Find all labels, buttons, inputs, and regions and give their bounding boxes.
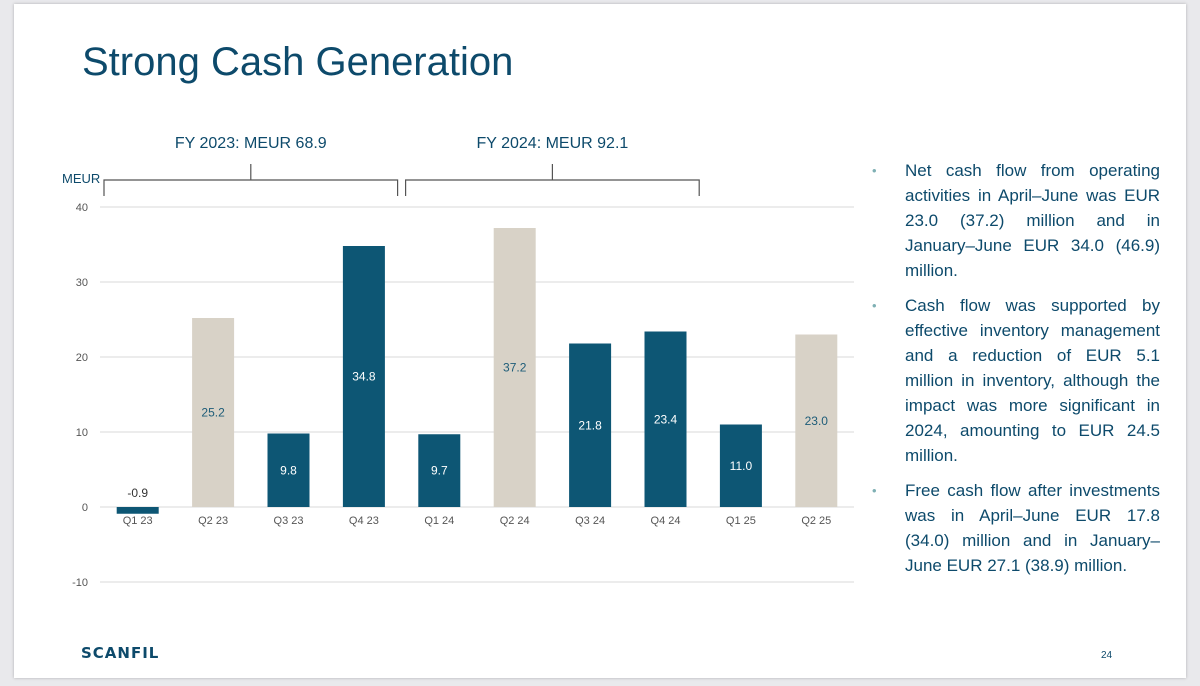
bullet-text: Cash flow was supported by effective inv… <box>905 296 1160 465</box>
data-label: 9.8 <box>280 463 297 477</box>
bullet-item: • Free cash flow after investments was in… <box>872 478 1160 578</box>
scanfil-logo: SCANFIL <box>81 644 160 662</box>
y-tick-label: 10 <box>76 427 88 439</box>
y-tick-label: 40 <box>76 202 88 214</box>
bullet-list: • Net cash flow from operating activities… <box>872 158 1160 588</box>
y-tick-label: 0 <box>82 502 88 514</box>
fy-bracket <box>103 164 399 196</box>
page-number: 24 <box>1101 650 1113 661</box>
data-label: 34.8 <box>352 370 376 384</box>
bar <box>795 334 838 507</box>
x-tick-label: Q2 25 <box>801 515 831 527</box>
bullet-item: • Cash flow was supported by effective in… <box>872 293 1160 468</box>
x-tick-label: Q2 24 <box>500 515 530 527</box>
bullet-dot-icon: • <box>872 483 877 498</box>
bar <box>569 343 612 507</box>
bar <box>493 228 536 507</box>
fy-bracket <box>405 164 700 196</box>
data-label: 25.2 <box>201 406 225 420</box>
x-tick-label: Q2 23 <box>198 515 228 527</box>
x-tick-label: Q3 23 <box>274 515 304 527</box>
y-axis-label: MEUR <box>62 171 100 186</box>
x-tick-label: Q3 24 <box>575 515 605 527</box>
fy-annotation: FY 2024: MEUR 92.1 <box>477 135 629 152</box>
bullet-text: Free cash flow after investments was in … <box>905 481 1160 575</box>
data-label: 37.2 <box>503 361 527 375</box>
slide: Strong Cash Generation -10 0 10 20 30 40 MEUR -… <box>14 4 1186 678</box>
page-title: Strong Cash Generation <box>82 40 514 84</box>
y-tick-label: 20 <box>76 352 88 364</box>
data-label: 9.7 <box>431 464 448 478</box>
data-label: 11.0 <box>730 459 753 473</box>
bullet-text: Net cash flow from operating activities … <box>905 161 1160 280</box>
x-tick-label: Q1 25 <box>726 515 756 527</box>
bar <box>192 318 235 507</box>
data-label: 23.0 <box>805 414 829 428</box>
bar-chart: -10 0 10 20 30 40 MEUR -0.9 Q1 23 25.2 Q2 23 9.8 Q3 … <box>62 135 854 589</box>
x-tick-label: Q4 23 <box>349 515 379 527</box>
bullet-dot-icon: • <box>872 163 877 178</box>
bullet-item: • Net cash flow from operating activities… <box>872 158 1160 283</box>
bar <box>116 507 159 514</box>
x-tick-label: Q1 23 <box>123 515 153 527</box>
x-tick-label: Q1 24 <box>424 515 454 527</box>
bar <box>267 433 310 507</box>
data-label: 21.8 <box>578 418 602 432</box>
bar <box>644 331 687 507</box>
bar <box>719 424 762 507</box>
y-tick-label: -10 <box>72 577 88 589</box>
fy-annotation: FY 2023: MEUR 68.9 <box>175 135 327 152</box>
data-label: 23.4 <box>654 412 678 426</box>
y-tick-label: 30 <box>76 277 88 289</box>
bar <box>418 434 461 507</box>
bar <box>342 246 385 507</box>
bullet-dot-icon: • <box>872 298 877 313</box>
data-label: -0.9 <box>127 486 148 500</box>
x-tick-label: Q4 24 <box>651 515 681 527</box>
